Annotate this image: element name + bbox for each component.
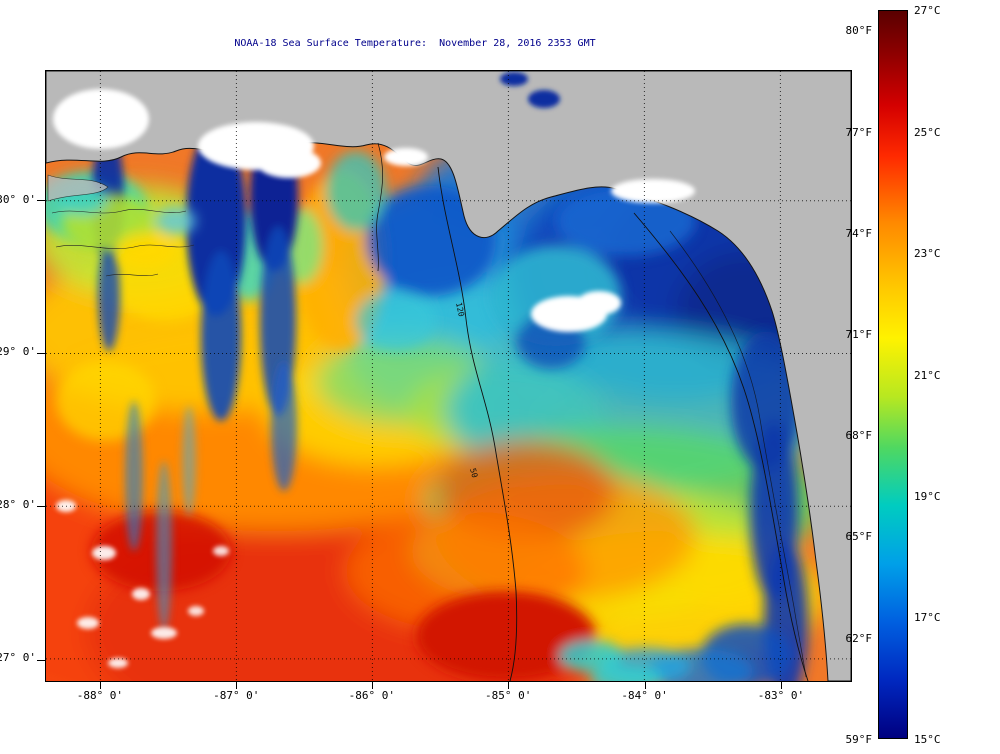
colorbar-f-label: 77°F	[845, 125, 873, 139]
lat-tick-label: 29° 0'	[0, 345, 36, 359]
colorbar-f-label: 71°F	[845, 327, 873, 341]
lat-tick-mark	[37, 200, 45, 202]
colorbar-c-label: 21°C	[914, 368, 941, 382]
cold-plumes	[92, 121, 298, 631]
lon-tick-label: -84° 0'	[621, 689, 668, 702]
colorbar-f-label: 68°F	[845, 429, 873, 442]
lon-tick-mark	[236, 682, 238, 689]
lat-tick-label: 30° 0'	[0, 192, 36, 206]
lon-tick-mark	[780, 682, 782, 689]
colorbar-celsius-labels: 27°C 25°C 23°C 21°C 19°C 17°C 15°C	[914, 4, 974, 746]
lon-tick-mark	[508, 682, 510, 689]
colorbar-f-label: 59°F	[845, 733, 873, 746]
longitude-tick-marks	[45, 682, 852, 689]
colorbar-c-label: 19°C	[914, 490, 941, 504]
colorbar-c-label: 17°C	[914, 611, 941, 625]
latitude-tick-marks	[37, 70, 45, 682]
lat-tick-label: 28° 0'	[0, 497, 36, 511]
latitude-axis: 30° 0' 29° 0' 28° 0' 27° 0'	[0, 70, 40, 680]
colorbar-f-label: 80°F	[845, 24, 873, 38]
colorbar-gradient	[879, 11, 907, 738]
colorbar-c-label: 15°C	[914, 733, 941, 746]
colorbar-f-label: 65°F	[845, 530, 873, 544]
colorbar	[878, 10, 908, 739]
lon-tick-label: -85° 0'	[485, 689, 532, 702]
colorbar-f-label: 74°F	[845, 227, 873, 241]
lat-tick-mark	[37, 353, 45, 355]
colorbar-c-label: 23°C	[914, 246, 941, 260]
lon-tick-label: -88° 0'	[76, 689, 124, 702]
colorbar-c-label: 27°C	[914, 4, 941, 17]
lon-tick-label: -86° 0'	[348, 689, 396, 702]
lon-tick-label: -87° 0'	[213, 689, 260, 702]
lat-tick-label: 27° 0'	[0, 651, 36, 665]
colorbar-fahrenheit-labels: 80°F 77°F 74°F 71°F 68°F 65°F 62°F 59°F	[814, 10, 873, 746]
sst-map-image: 120 50	[46, 71, 851, 681]
sst-map: 120 50	[45, 70, 852, 682]
colorbar-c-label: 25°C	[914, 125, 941, 139]
lon-tick-mark	[371, 682, 373, 689]
title-line-1: NOAA-18 Sea Surface Temperature: Novembe…	[234, 38, 596, 49]
delta-detail	[47, 174, 196, 277]
lon-tick-mark	[644, 682, 646, 689]
colorbar-f-label: 62°F	[845, 631, 873, 645]
longitude-axis: -88° 0' -87° 0' -86° 0' -85° 0' -84° 0' -83° …	[45, 689, 852, 705]
graticule-gridlines	[46, 71, 851, 681]
lat-tick-mark	[37, 659, 45, 661]
contour-label-50: 50	[468, 467, 479, 479]
lon-tick-label: -83° 0'	[757, 689, 805, 702]
bathymetry-contours: 120 50	[376, 142, 809, 681]
cloud-mask	[53, 72, 695, 668]
lon-tick-mark	[99, 682, 101, 689]
lat-tick-mark	[37, 506, 45, 508]
contour-label-120: 120	[454, 302, 466, 318]
